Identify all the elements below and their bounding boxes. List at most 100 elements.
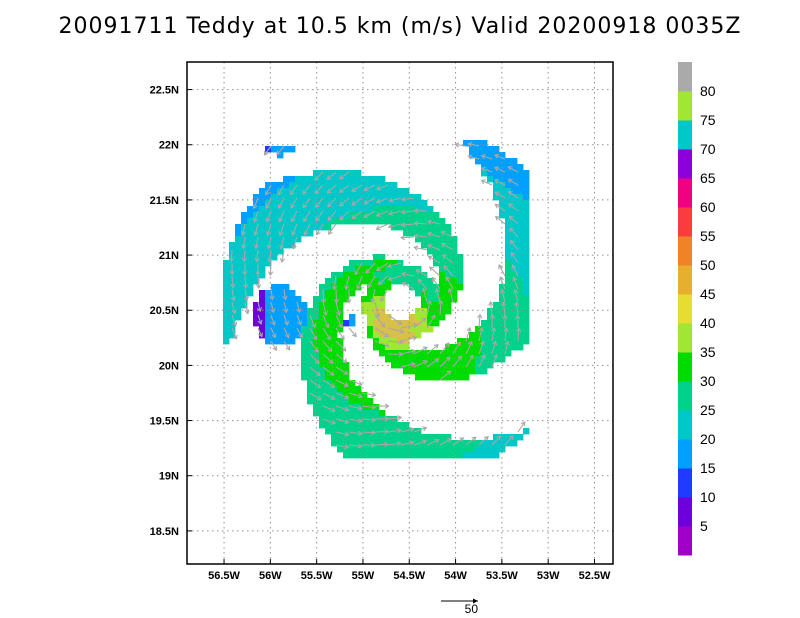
- speed-cell: [511, 164, 518, 171]
- speed-cell: [319, 200, 326, 207]
- speed-cell: [307, 212, 314, 219]
- speed-cell: [307, 362, 314, 369]
- speed-cell: [373, 404, 380, 411]
- speed-cell: [253, 236, 260, 243]
- colorbar-label: 10: [700, 489, 716, 505]
- speed-cell: [349, 392, 356, 399]
- speed-cell: [235, 278, 242, 285]
- wind-vector-head: [467, 154, 473, 160]
- wind-vector-head: [480, 154, 486, 160]
- wind-vector-head: [355, 284, 362, 290]
- colorbar-swatch: [678, 497, 692, 527]
- speed-cell: [421, 314, 428, 321]
- speed-cell: [373, 344, 380, 351]
- speed-cell: [319, 290, 326, 297]
- speed-cell: [337, 290, 344, 297]
- wind-vector-head: [267, 271, 274, 277]
- speed-cell: [505, 206, 512, 213]
- speed-cell: [415, 326, 422, 333]
- wind-vector: [269, 262, 272, 276]
- speed-cell: [493, 176, 500, 183]
- speed-cell: [307, 320, 314, 327]
- speed-cell: [421, 284, 428, 291]
- speed-cell: [343, 410, 350, 417]
- speed-cell: [235, 224, 242, 231]
- wind-vector-head: [343, 382, 350, 387]
- wind-vector-head: [426, 231, 432, 237]
- wind-vector-head: [421, 439, 428, 445]
- speed-cell: [289, 212, 296, 219]
- speed-cell: [421, 446, 428, 453]
- speed-cell: [331, 320, 338, 327]
- speed-cell: [451, 242, 458, 249]
- speed-cell: [361, 182, 368, 189]
- wind-vector-head: [265, 217, 271, 223]
- speed-cell: [475, 158, 482, 165]
- speed-cell: [391, 278, 398, 285]
- speed-cell: [403, 326, 410, 333]
- speed-cell: [337, 326, 344, 333]
- wind-vector: [322, 288, 325, 303]
- speed-cell: [361, 206, 368, 213]
- wind-vector-head: [338, 323, 343, 329]
- wind-vector: [296, 314, 302, 326]
- speed-cell: [343, 296, 350, 303]
- wind-vector: [361, 431, 375, 434]
- speed-cell: [373, 320, 380, 327]
- wind-vector-head: [357, 405, 363, 411]
- speed-cell: [235, 290, 242, 297]
- speed-cell: [253, 272, 260, 279]
- speed-cell: [355, 212, 362, 219]
- speed-cell: [367, 440, 374, 447]
- speed-cell: [463, 374, 470, 381]
- wind-vector-head: [413, 208, 419, 214]
- speed-cell: [331, 368, 338, 375]
- speed-cell: [337, 314, 344, 321]
- wind-vector: [302, 197, 311, 208]
- speed-cell: [271, 248, 278, 255]
- wind-vector: [335, 379, 349, 387]
- wind-vector-head: [430, 314, 436, 320]
- wind-vector: [504, 328, 507, 342]
- speed-cell: [343, 398, 350, 405]
- speed-cell: [463, 452, 470, 459]
- speed-cell: [427, 218, 434, 225]
- speed-cell: [265, 224, 272, 231]
- speed-cell: [391, 452, 398, 459]
- speed-cell: [283, 212, 290, 219]
- colorbar-label: 25: [700, 402, 716, 418]
- wind-vector: [267, 223, 272, 236]
- speed-cell: [385, 344, 392, 351]
- colorbar-label: 80: [700, 83, 716, 99]
- speed-cell: [379, 446, 386, 453]
- speed-cell: [373, 254, 380, 261]
- wind-vector: [290, 197, 298, 209]
- speed-cell: [343, 176, 350, 183]
- speed-cell: [331, 386, 338, 393]
- speed-cell: [271, 146, 278, 153]
- wind-vector-head: [413, 220, 419, 227]
- colorbar-label: 55: [700, 228, 716, 244]
- speed-cell: [295, 224, 302, 231]
- speed-cell: [325, 218, 332, 225]
- wind-vector-head: [344, 431, 350, 437]
- speed-cell: [439, 308, 446, 315]
- wind-vector-head: [357, 418, 363, 424]
- wind-vector: [322, 340, 333, 352]
- speed-cell: [469, 344, 476, 351]
- wind-vector-head: [471, 436, 477, 442]
- speed-cell: [337, 182, 344, 189]
- speed-cell: [517, 314, 524, 321]
- wind-vector-head: [302, 203, 308, 209]
- wind-vector: [499, 277, 506, 290]
- speed-cell: [445, 236, 452, 243]
- wind-vector: [400, 336, 417, 342]
- wind-vector-head: [434, 287, 440, 294]
- speed-cell: [511, 296, 518, 303]
- speed-cell: [415, 452, 422, 459]
- speed-cell: [379, 290, 386, 297]
- speed-cell: [505, 296, 512, 303]
- speed-cell: [331, 290, 338, 297]
- speed-cell: [397, 212, 404, 219]
- wind-vector-head: [232, 334, 238, 340]
